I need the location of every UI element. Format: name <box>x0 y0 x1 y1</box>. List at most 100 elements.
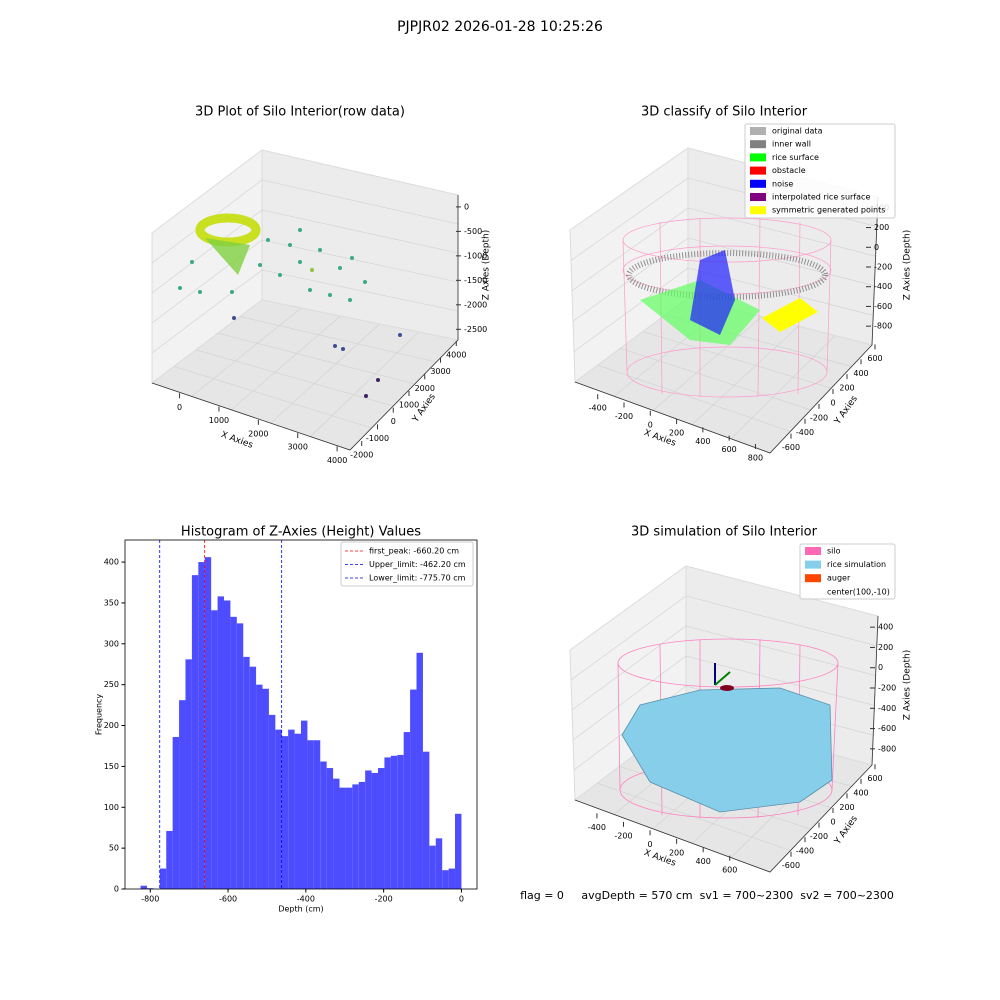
subplot-title: 3D simulation of Silo Interior <box>631 525 818 540</box>
y-tick-label: 0 <box>830 818 835 827</box>
axis-line <box>574 196 879 454</box>
auger <box>720 685 734 691</box>
legend-label: first_peak: -660.20 cm <box>369 547 459 556</box>
legend-patch <box>750 153 766 162</box>
grid-line <box>597 364 791 432</box>
legend-patch <box>750 127 766 135</box>
z-tick-label: -200 <box>878 684 896 693</box>
bar <box>223 600 231 889</box>
point-cloud <box>205 238 250 275</box>
y-tick-label: 2000 <box>415 384 435 393</box>
bar <box>320 761 327 889</box>
x-tick-label: 0 <box>648 420 653 429</box>
y-tick-label: 300 <box>104 639 119 648</box>
legend-box <box>799 543 896 600</box>
y-tick-label: 150 <box>104 762 119 771</box>
y-tick-label: -600 <box>782 861 800 870</box>
z-tick-label: -200 <box>874 263 892 272</box>
bar <box>166 830 173 889</box>
y-tick-label: 0 <box>391 417 396 426</box>
bar <box>249 666 257 889</box>
legend-patch <box>805 560 821 569</box>
bar <box>345 787 353 889</box>
y-tick-label: -400 <box>796 847 814 856</box>
legend-label: rice simulation <box>827 560 886 569</box>
bar <box>397 754 404 889</box>
y-tick-label: -600 <box>782 443 800 452</box>
bar <box>442 870 449 889</box>
bar <box>217 596 224 889</box>
grid-line <box>151 269 263 354</box>
bar <box>333 778 340 889</box>
y-tick-label: 0 <box>830 399 835 408</box>
grid-line <box>620 348 811 411</box>
z-tick-label: -800 <box>878 744 896 753</box>
bar <box>172 736 180 889</box>
x-tick-label: 200 <box>669 429 684 438</box>
x-tick-label: 400 <box>696 857 711 866</box>
y-tick-label: -2000 <box>350 451 373 460</box>
rice-simulation <box>621 687 833 813</box>
x-tick-label: -600 <box>219 895 237 904</box>
z-tick-label: 0 <box>878 663 883 672</box>
bar <box>435 838 443 889</box>
legend-label: noise <box>772 179 793 188</box>
legend-label: symmetric generated points <box>772 206 885 215</box>
grid-line <box>239 316 437 363</box>
bar <box>301 720 308 889</box>
bar <box>429 845 436 889</box>
bar <box>384 757 391 889</box>
y-tick-label: 200 <box>839 384 854 393</box>
x-tick-label: -200 <box>615 412 633 421</box>
x-tick-label: -800 <box>141 895 159 904</box>
legend-label: rice surface <box>772 153 819 162</box>
grid-line <box>173 366 372 429</box>
grid-line <box>261 269 459 312</box>
axes-frame <box>124 539 478 890</box>
bar <box>256 684 263 889</box>
bar <box>371 772 379 889</box>
bar <box>204 557 212 889</box>
x-tick-label: -200 <box>375 895 393 904</box>
z-tick-label: -400 <box>878 704 896 713</box>
y-axis-label: Frequency <box>95 694 104 736</box>
bar <box>390 755 398 889</box>
bar <box>403 732 411 889</box>
x-tick-label: 0 <box>459 895 464 904</box>
bar <box>339 787 346 889</box>
y-tick-label: 400 <box>853 788 868 797</box>
inner-wall <box>626 250 828 300</box>
grid-line <box>730 335 836 440</box>
z-tick-label: 400 <box>878 623 893 632</box>
grid-line <box>191 307 302 397</box>
z-tick-label: 0 <box>464 202 469 211</box>
x-tick-label: 200 <box>669 848 684 857</box>
bar <box>185 659 192 889</box>
legend-patch <box>805 574 821 583</box>
legend-label: original data <box>772 127 823 136</box>
bar <box>410 689 417 889</box>
bar <box>268 714 276 889</box>
legend-box <box>744 123 896 219</box>
scatter-points <box>232 316 402 398</box>
x-tick-label: 400 <box>695 437 710 446</box>
bar <box>275 729 282 889</box>
z-tick-label: -400 <box>874 282 892 291</box>
z-tick-label: -2500 <box>464 325 487 334</box>
bar <box>159 868 167 889</box>
z-axis-label: Z Axies (Depth) <box>903 650 913 721</box>
grid-line <box>261 179 459 225</box>
bar <box>416 652 423 889</box>
decor-layer <box>178 213 839 819</box>
y-tick-label: -400 <box>796 428 814 437</box>
bar <box>313 740 321 889</box>
y-tick-label: 4000 <box>446 351 466 360</box>
legend-patch <box>750 166 766 175</box>
x-tick-label: 3000 <box>288 443 308 452</box>
z-tick-label: -1000 <box>464 251 487 260</box>
z-tick-label: 200 <box>874 223 889 232</box>
x-tick-label: -400 <box>589 404 607 413</box>
bar <box>179 700 186 889</box>
bar <box>378 768 385 889</box>
